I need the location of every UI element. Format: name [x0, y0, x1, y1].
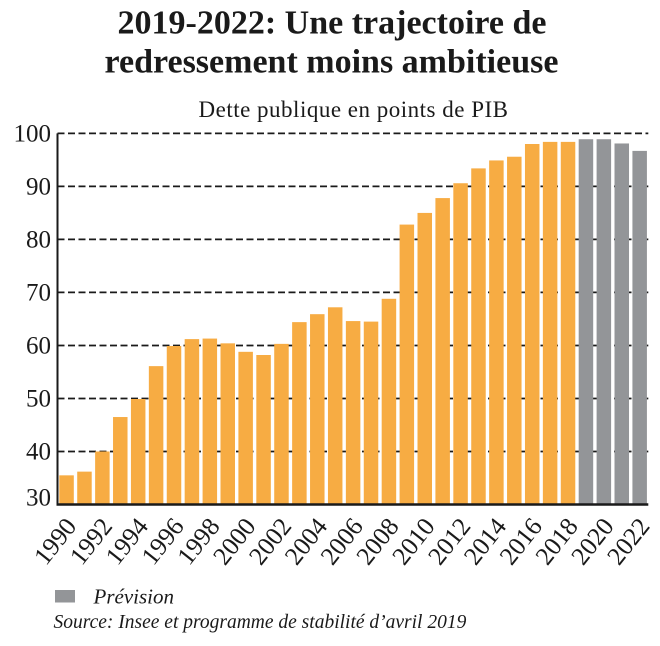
- svg-text:30: 30: [26, 485, 51, 512]
- svg-text:50: 50: [26, 386, 51, 413]
- svg-text:100: 100: [14, 120, 52, 147]
- svg-text:90: 90: [26, 173, 51, 200]
- svg-text:Dette publique en points de PI: Dette publique en points de PIB: [199, 97, 509, 122]
- svg-text:2019-2022: Une trajectoire de: 2019-2022: Une trajectoire de: [118, 5, 547, 42]
- svg-text:40: 40: [26, 439, 51, 466]
- svg-text:Source: Insee et programme de: Source: Insee et programme de stabilité …: [54, 612, 467, 633]
- svg-text:redressement moins ambitieuse: redressement moins ambitieuse: [105, 44, 559, 81]
- svg-text:60: 60: [26, 333, 51, 360]
- svg-text:70: 70: [26, 279, 51, 306]
- svg-text:80: 80: [26, 226, 51, 253]
- svg-text:Prévision: Prévision: [93, 585, 174, 609]
